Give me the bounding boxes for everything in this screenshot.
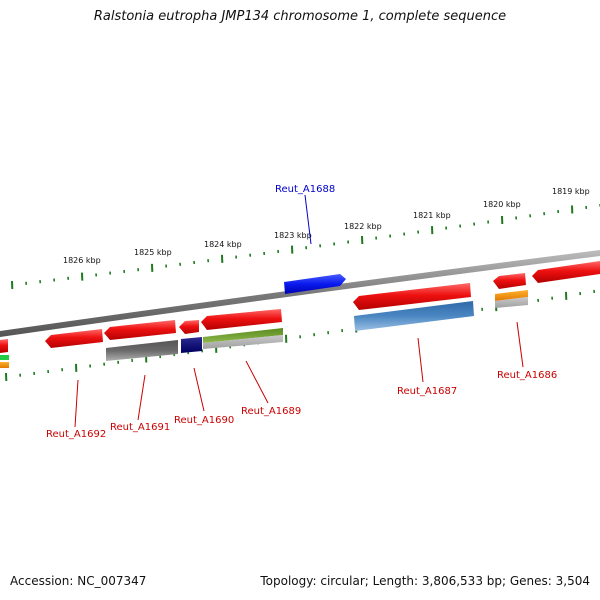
label-leader-lines	[74, 194, 524, 428]
scale-label-1825: 1825 kbp	[134, 248, 172, 257]
gene-left-edge-green[interactable]	[0, 355, 9, 360]
gene-reut-a1690[interactable]	[179, 320, 199, 334]
outer-scale-ticks	[11, 203, 600, 290]
leader-reut-a1686	[516, 321, 524, 368]
leader-reut-a1690	[193, 367, 205, 412]
gene-label-reut-a1689[interactable]: Reut_A1689	[241, 406, 301, 417]
gene-right-edge[interactable]	[532, 261, 600, 283]
gene-label-reut-a1686[interactable]: Reut_A1686	[497, 370, 557, 381]
gene-label-reut-a1692[interactable]: Reut_A1692	[46, 429, 106, 440]
scale-label-1820: 1820 kbp	[483, 200, 521, 209]
gene-left-edge[interactable]	[0, 339, 8, 353]
gene-reut-a1686[interactable]	[493, 273, 526, 289]
scale-labels: 1826 kbp 1825 kbp 1824 kbp 1823 kbp 1822…	[63, 187, 590, 265]
gene-labels: Reut_A1688 Reut_A1692 Reut_A1691 Reut_A1…	[46, 184, 557, 440]
gene-reut-a1687[interactable]	[353, 283, 471, 310]
leader-reut-a1687	[417, 337, 424, 383]
reverse-strand-features	[0, 261, 600, 368]
map-title: Ralstonia eutropha JMP134 chromosome 1, …	[93, 9, 507, 24]
scale-label-1821: 1821 kbp	[413, 211, 451, 220]
gene-reut-a1688[interactable]	[284, 274, 346, 294]
gene-reut-a1689-gray[interactable]	[203, 335, 283, 349]
gene-reut-a1689-olive[interactable]	[203, 328, 283, 343]
leader-reut-a1692	[74, 379, 79, 428]
leader-reut-a1688	[304, 194, 312, 245]
topology-summary: Topology: circular; Length: 3,806,533 bp…	[260, 574, 590, 588]
leader-reut-a1691	[137, 374, 146, 421]
forward-strand-features	[284, 274, 346, 294]
gene-reut-a1686-orange[interactable]	[495, 290, 528, 301]
gene-reut-a1690-secondary[interactable]	[181, 337, 202, 353]
gene-reut-a1691-secondary[interactable]	[106, 340, 178, 361]
accession-text: Accession: NC_007347	[10, 574, 147, 588]
gene-left-edge-orange[interactable]	[0, 362, 9, 368]
gene-reut-a1686-gray[interactable]	[495, 297, 528, 308]
scale-label-1824: 1824 kbp	[204, 240, 242, 249]
gene-reut-a1689[interactable]	[201, 309, 282, 330]
chromosome-backbone	[0, 250, 600, 337]
gene-label-reut-a1687[interactable]: Reut_A1687	[397, 386, 457, 397]
scale-label-1826: 1826 kbp	[63, 256, 101, 265]
gene-reut-a1691[interactable]	[104, 320, 176, 340]
leader-reut-a1689	[245, 360, 269, 404]
gene-label-reut-a1690[interactable]: Reut_A1690	[174, 415, 234, 426]
scale-label-1823: 1823 kbp	[274, 231, 312, 240]
gene-reut-a1687-secondary[interactable]	[354, 301, 474, 331]
scale-label-1822: 1822 kbp	[344, 222, 382, 231]
gene-label-reut-a1688[interactable]: Reut_A1688	[275, 184, 335, 195]
gene-reut-a1692[interactable]	[45, 329, 103, 348]
gene-label-reut-a1691[interactable]: Reut_A1691	[110, 422, 170, 433]
scale-label-1819: 1819 kbp	[552, 187, 590, 196]
